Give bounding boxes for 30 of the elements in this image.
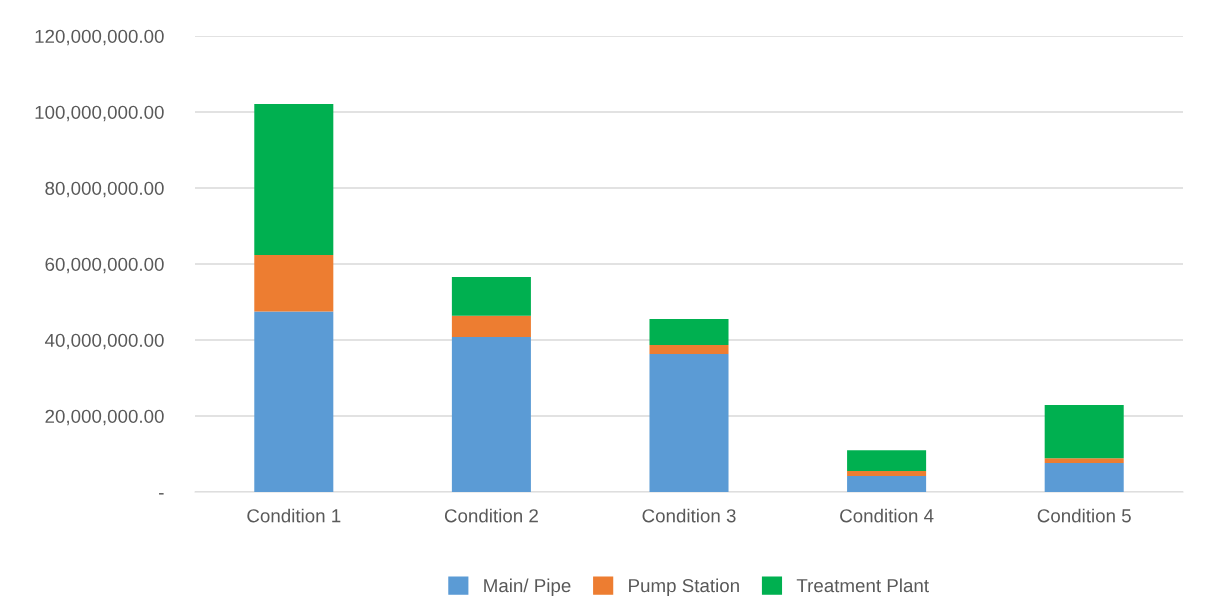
bar	[1044, 463, 1124, 492]
bar	[254, 311, 334, 492]
bar	[254, 254, 334, 312]
bar	[1044, 404, 1124, 459]
bar	[254, 104, 334, 255]
bar	[847, 476, 927, 492]
bar	[649, 354, 729, 492]
y-tick-label: 80,000,000.00	[45, 181, 164, 198]
y-tick-label: 100,000,000.00	[35, 105, 164, 122]
y-tick-label: 60,000,000.00	[45, 257, 164, 274]
bar	[649, 319, 729, 345]
bar	[847, 450, 927, 472]
y-tick-label: 20,000,000.00	[45, 409, 164, 426]
y-tick-label: -	[159, 493, 164, 495]
bar	[451, 336, 531, 492]
bar	[847, 471, 927, 477]
x-tick-label: Condition 5	[1037, 508, 1131, 523]
legend-label: Treatment Plant	[796, 578, 929, 593]
bar	[649, 344, 729, 355]
legend-label: Pump Station	[629, 578, 739, 596]
y-tick-label: 120,000,000.00	[35, 29, 164, 46]
bar	[1044, 458, 1124, 464]
bar	[451, 315, 531, 337]
bar	[451, 276, 531, 316]
x-tick-label: Condition 3	[642, 508, 736, 523]
x-tick-label: Condition 2	[444, 508, 538, 523]
y-tick-label: 40,000,000.00	[44, 333, 164, 350]
legend-label: Main/ Pipe	[484, 578, 571, 596]
x-tick-label: Condition 4	[840, 508, 934, 523]
x-tick-label: Condition 1	[247, 508, 341, 523]
